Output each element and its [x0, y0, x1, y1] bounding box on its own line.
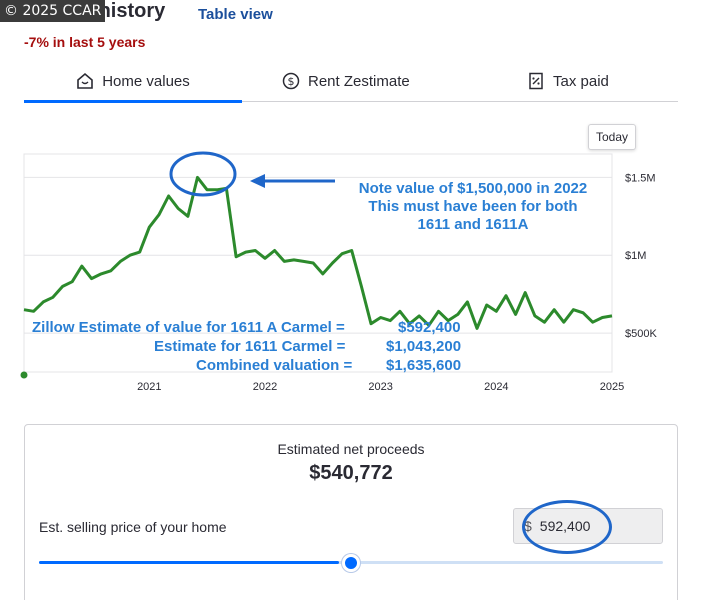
estimate-line-1611-value: $1,043,200 — [386, 338, 462, 355]
y-tick-label: $1.5M — [625, 172, 656, 184]
combined-valuation-label: Combined valuation = — [196, 357, 353, 374]
house-icon — [77, 72, 94, 89]
receipt-icon — [529, 72, 543, 90]
chart-tabs: Home values $ Rent Zestimate Tax paid — [24, 60, 678, 103]
selling-price-label: Est. selling price of your home — [39, 519, 227, 535]
chart-start-dot — [20, 371, 28, 379]
estimate-line-1611-label: Estimate for 1611 Carmel = — [154, 338, 346, 355]
proceeds-label: Estimated net proceeds — [277, 441, 425, 457]
tab-label: Tax paid — [553, 72, 609, 90]
tab-label: Home values — [102, 72, 190, 90]
slider-fill — [39, 561, 339, 564]
svg-text:$: $ — [288, 75, 295, 88]
tab-label: Rent Zestimate — [308, 72, 410, 90]
proceeds-value: $540,772 — [309, 462, 393, 484]
y-tick-label: $1M — [625, 250, 646, 262]
combined-valuation-value: $1,635,600 — [386, 357, 462, 374]
x-tick-label: 2023 — [368, 381, 392, 393]
estimate-line-1a-label: Zillow Estimate of value for 1611 A Carm… — [32, 319, 345, 336]
slider-thumb[interactable] — [342, 554, 360, 572]
plot-frame — [23, 153, 613, 373]
y-axis: $1.5M $1M $500K — [625, 172, 657, 340]
note-line: This must have been for both — [368, 198, 578, 215]
tab-home-values[interactable]: Home values — [24, 60, 242, 103]
home-value-line — [23, 175, 613, 330]
table-view-link[interactable]: Table view — [198, 6, 273, 23]
copyright-watermark: © 2025 CCAR — [0, 0, 106, 22]
home-value-chart: 2021 2022 2023 2024 2025 $1.5M $1M $500K — [20, 151, 657, 393]
x-axis: 2021 2022 2023 2024 2025 — [137, 381, 624, 393]
note-line: Note value of $1,500,000 in 2022 — [358, 180, 588, 197]
note-line: 1611 and 1611A — [417, 216, 529, 233]
price-highlight-circle — [522, 500, 612, 554]
y-tick-label: $500K — [625, 328, 657, 340]
today-button[interactable]: Today — [588, 124, 636, 150]
x-tick-label: 2021 — [137, 381, 161, 393]
chart-grid — [23, 153, 613, 373]
value-change-text: -7% in last 5 years — [24, 34, 146, 50]
tab-tax-paid[interactable]: Tax paid — [527, 60, 627, 102]
dollar-circle-icon: $ — [282, 72, 300, 90]
x-tick-label: 2024 — [484, 381, 508, 393]
peak-highlight-circle — [169, 151, 237, 197]
estimate-line-1a-value: $592,400 — [398, 319, 461, 336]
peak-value-note: Note value of $1,500,000 in 2022 This mu… — [330, 180, 616, 234]
tab-rent-zestimate[interactable]: $ Rent Zestimate — [282, 60, 422, 102]
x-tick-label: 2022 — [253, 381, 277, 393]
arrow-icon — [250, 174, 335, 188]
x-tick-label: 2025 — [600, 381, 624, 393]
